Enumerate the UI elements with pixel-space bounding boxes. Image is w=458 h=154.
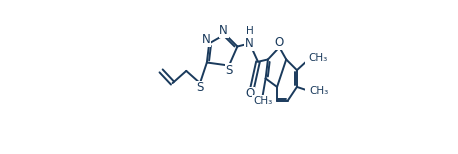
Text: N: N: [219, 24, 228, 37]
Text: O: O: [274, 36, 284, 49]
Text: CH₃: CH₃: [309, 86, 328, 96]
Text: H: H: [246, 26, 253, 36]
Text: CH₃: CH₃: [253, 96, 272, 106]
Text: S: S: [196, 81, 204, 94]
Text: N: N: [202, 33, 211, 46]
Text: N: N: [245, 37, 253, 50]
Text: S: S: [225, 64, 233, 77]
Text: O: O: [245, 87, 254, 100]
Text: CH₃: CH₃: [308, 53, 327, 63]
